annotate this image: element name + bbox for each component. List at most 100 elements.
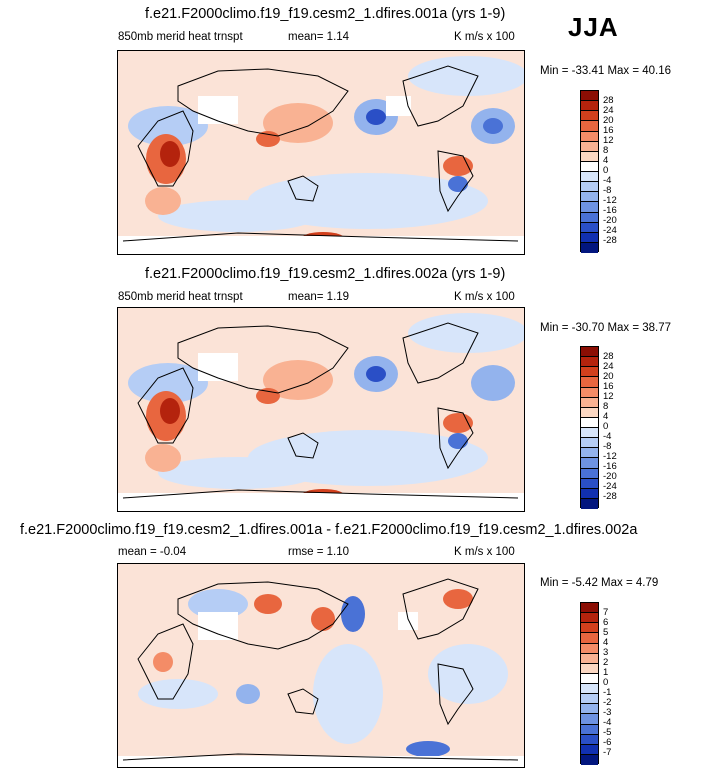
colorbar-3-cell (581, 663, 598, 674)
colorbar-2-cell (581, 478, 598, 489)
colorbar-2-tick: 4 (603, 411, 609, 422)
colorbar-3-tick: 6 (603, 617, 609, 628)
colorbar-3-tick: 3 (603, 647, 609, 658)
colorbar-1-cell (581, 111, 598, 122)
colorbar-2-cell (581, 428, 598, 439)
colorbar-3-tick: 7 (603, 607, 609, 618)
colorbar-1-tick: -20 (603, 215, 617, 226)
panel-3-title: f.e21.F2000climo.f19_f19.cesm2_1.dfires.… (20, 522, 638, 538)
colorbar-3-tick: 2 (603, 657, 609, 668)
colorbar-1-tick: -24 (603, 225, 617, 236)
colorbar-3-tick: -4 (603, 717, 612, 728)
colorbar-1-cell (581, 151, 598, 162)
colorbar-2-tick: 28 (603, 351, 614, 362)
colorbar-2-cell (581, 367, 598, 378)
season-label: JJA (568, 12, 619, 42)
panel-1-units: K m/s x 100 (454, 31, 515, 43)
colorbar-3-tick: 4 (603, 637, 609, 648)
colorbar-1-cell (581, 212, 598, 223)
colorbar-3-tick: 5 (603, 627, 609, 638)
colorbar-3-tick: -1 (603, 687, 612, 698)
colorbar-1-tick: -12 (603, 195, 617, 206)
colorbar-2-cell (581, 377, 598, 388)
colorbar-1-tick: -28 (603, 235, 617, 246)
colorbar-1-cell (581, 222, 598, 233)
colorbar-2-cell (581, 347, 598, 358)
panel-2-colorbar (580, 346, 599, 509)
colorbar-3-cell (581, 694, 598, 705)
panel-3-mean: mean = -0.04 (118, 546, 187, 558)
colorbar-2-cell (581, 498, 598, 509)
colorbar-3-cell (581, 714, 598, 725)
colorbar-2-cell (581, 407, 598, 418)
colorbar-2-cell (581, 458, 598, 469)
panel-3-field (118, 564, 524, 767)
panel-3-rmse: rmse = 1.10 (288, 546, 350, 558)
colorbar-2-tick: 8 (603, 401, 609, 412)
colorbar-2-tick: -12 (603, 451, 617, 462)
colorbar-2-cell (581, 488, 598, 499)
colorbar-1-tick: 28 (603, 95, 614, 106)
colorbar-1-tick: 12 (603, 135, 614, 146)
panel-2-units: K m/s x 100 (454, 291, 515, 303)
colorbar-2-cell (581, 357, 598, 368)
colorbar-3-cell (581, 643, 598, 654)
colorbar-3-tick: -7 (603, 747, 612, 758)
panel-2-field (118, 308, 524, 511)
colorbar-1-tick: -4 (603, 175, 612, 186)
colorbar-2-cell (581, 468, 598, 479)
colorbar-3-cell (581, 744, 598, 755)
colorbar-1-tick: 4 (603, 155, 609, 166)
colorbar-2-tick: 12 (603, 391, 614, 402)
colorbar-2-tick: -16 (603, 461, 617, 472)
colorbar-1-cell (581, 131, 598, 142)
colorbar-1-cell (581, 192, 598, 203)
panel-2-variable: 850mb merid heat trnspt (118, 291, 243, 303)
colorbar-3-cell (581, 673, 598, 684)
panel-1-field (118, 51, 524, 254)
colorbar-2-tick: 20 (603, 371, 614, 382)
panel-1-colorbar (580, 90, 599, 253)
colorbar-1-cell (581, 161, 598, 172)
colorbar-2-cell (581, 387, 598, 398)
colorbar-1-tick: 8 (603, 145, 609, 156)
panel-2-mean: mean= 1.19 (288, 291, 350, 303)
colorbar-3-cell (581, 623, 598, 634)
colorbar-3-tick: 1 (603, 667, 609, 678)
colorbar-1-cell (581, 182, 598, 193)
panel-2-map (117, 307, 525, 512)
colorbar-1-cell (581, 232, 598, 243)
colorbar-2-tick: -24 (603, 481, 617, 492)
colorbar-1-tick: 16 (603, 125, 614, 136)
colorbar-2-tick: 0 (603, 421, 609, 432)
colorbar-1-tick: 0 (603, 165, 609, 176)
panel-3-map (117, 563, 525, 768)
colorbar-3-tick: -6 (603, 737, 612, 748)
colorbar-1-cell (581, 121, 598, 132)
colorbar-1-tick: -16 (603, 205, 617, 216)
colorbar-1-tick: -8 (603, 185, 612, 196)
colorbar-3-cell (581, 724, 598, 735)
panel-1-variable: 850mb merid heat trnspt (118, 31, 243, 43)
panel-3-minmax: Min = -5.42 Max = 4.79 (540, 577, 659, 589)
panel-1-map (117, 50, 525, 255)
panel-2-minmax: Min = -30.70 Max = 38.77 (540, 322, 672, 334)
colorbar-1-cell (581, 202, 598, 213)
colorbar-3-cell (581, 704, 598, 715)
panel-2-title: f.e21.F2000climo.f19_f19.cesm2_1.dfires.… (145, 266, 506, 282)
colorbar-3-cell (581, 653, 598, 664)
colorbar-2-tick: 16 (603, 381, 614, 392)
colorbar-3-tick: -2 (603, 697, 612, 708)
colorbar-3-tick: 0 (603, 677, 609, 688)
colorbar-2-tick: -8 (603, 441, 612, 452)
colorbar-1-cell (581, 101, 598, 112)
colorbar-3-cell (581, 603, 598, 614)
colorbar-2-tick: 24 (603, 361, 614, 372)
colorbar-2-tick: -28 (603, 491, 617, 502)
colorbar-3-cell (581, 734, 598, 745)
colorbar-2-tick: -4 (603, 431, 612, 442)
colorbar-2-cell (581, 438, 598, 449)
panel-1-mean: mean= 1.14 (288, 31, 350, 43)
colorbar-1-cell (581, 141, 598, 152)
colorbar-3-cell (581, 633, 598, 644)
